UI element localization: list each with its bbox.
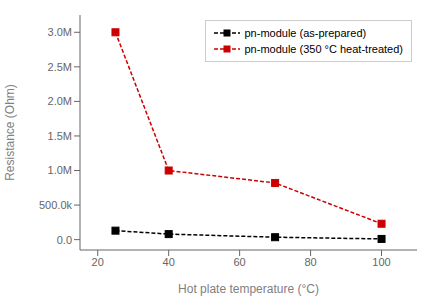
svg-text:2.5M: 2.5M xyxy=(48,61,72,73)
svg-text:80: 80 xyxy=(304,256,316,268)
svg-text:40: 40 xyxy=(163,256,175,268)
svg-text:0.0: 0.0 xyxy=(57,234,72,246)
html-text:pn-module (350 °C heat-treated: pn-module (350 °C heat-treated) xyxy=(244,43,403,55)
svg-text:20: 20 xyxy=(92,256,104,268)
svg-text:3.0M: 3.0M xyxy=(48,26,72,38)
svg-text:2.0M: 2.0M xyxy=(48,95,72,107)
html-text:pn-module (as-prepared): pn-module (as-prepared) xyxy=(244,27,367,39)
svg-text:500.0k: 500.0k xyxy=(39,199,73,211)
svg-text:100: 100 xyxy=(372,256,390,268)
svg-text:Hot plate temperature (°C): Hot plate temperature (°C) xyxy=(178,282,319,296)
svg-text:Resistance (Ohm): Resistance (Ohm) xyxy=(8,84,17,181)
svg-text:1.5M: 1.5M xyxy=(48,130,72,142)
svg-text:60: 60 xyxy=(234,256,246,268)
svg-text:1.0M: 1.0M xyxy=(48,164,72,176)
